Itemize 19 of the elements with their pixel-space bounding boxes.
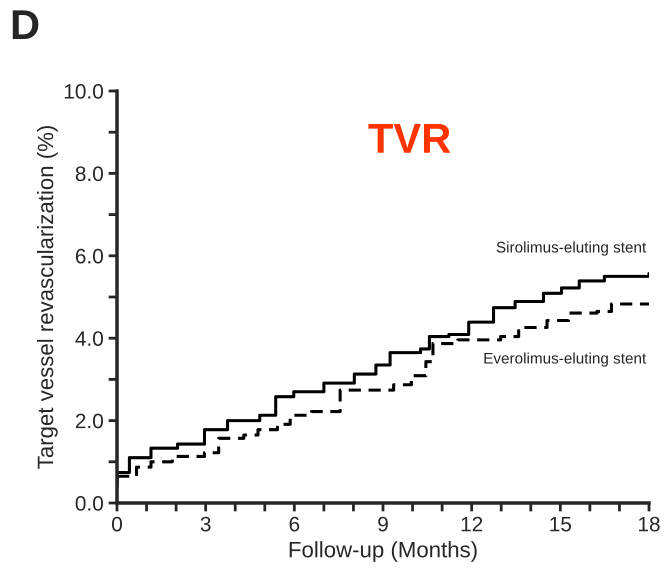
y-tick-label: 10.0: [64, 84, 103, 99]
x-tick-label: 12: [462, 516, 482, 532]
x-tick-label: 9: [378, 516, 388, 532]
text: TVR: [368, 124, 450, 153]
x-tick-label: 0: [112, 516, 122, 532]
y-axis-title: Target vessel revascularization (%): [36, 126, 58, 469]
y-tick-label: 2.0: [76, 414, 103, 428]
y-tick-label: 6.0: [76, 248, 103, 264]
y-tick-label: 4.0: [75, 331, 103, 346]
x-tick-label: 15: [550, 516, 572, 532]
x-tick-label: 18: [639, 516, 660, 532]
y-tick-label: 8.0: [76, 166, 103, 182]
x-tick-label: 3: [200, 516, 211, 532]
y-tick-label: 0.0: [76, 496, 103, 511]
series-label: Sirolimus-eluting stent: [496, 241, 646, 256]
x-tick-label: 6: [290, 516, 300, 532]
x-axis-title: Follow-up (Months): [290, 541, 477, 562]
text: D: [12, 10, 38, 39]
series-label: Everolimus-eluting stent: [484, 352, 646, 367]
